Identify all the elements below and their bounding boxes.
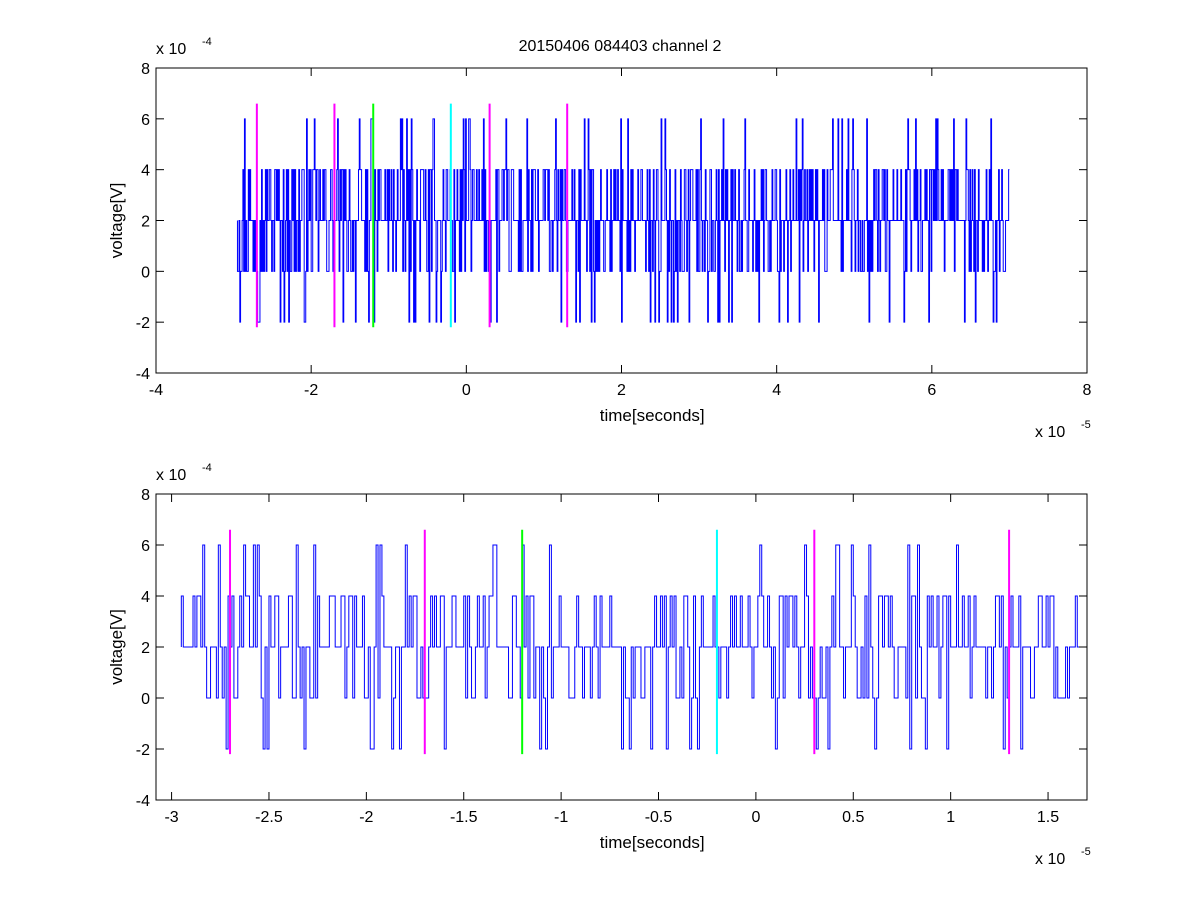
x-tick-label: -2 — [304, 382, 318, 399]
x-tick-label: -3 — [164, 809, 178, 826]
x-tick-label: -2.5 — [255, 809, 283, 826]
y-exponent-label: x 10 — [156, 467, 186, 484]
x-tick-label: -4 — [149, 382, 163, 399]
x-tick-label: -2 — [359, 809, 373, 826]
y-tick-label: 2 — [141, 214, 150, 231]
y-tick-label: 6 — [141, 112, 150, 129]
y-tick-label: 8 — [141, 487, 150, 504]
x-axis-label: time[seconds] — [600, 833, 705, 852]
y-axis-label: voltage[V] — [107, 183, 126, 259]
x-axis-label: time[seconds] — [600, 406, 705, 425]
y-exponent-value: -4 — [202, 36, 212, 48]
x-exponent-label: x 10 — [1035, 424, 1065, 441]
y-tick-label: -2 — [136, 315, 150, 332]
y-tick-label: 2 — [141, 640, 150, 657]
figure-title: 20150406 084403 channel 2 — [519, 38, 722, 55]
y-tick-label: 0 — [141, 691, 150, 708]
x-tick-label: -1 — [554, 809, 568, 826]
y-exponent-label: x 10 — [156, 41, 186, 58]
y-tick-label: 0 — [141, 264, 150, 281]
x-tick-label: 0.5 — [842, 809, 864, 826]
x-tick-label: 1.5 — [1037, 809, 1059, 826]
x-tick-label: 1 — [946, 809, 955, 826]
y-tick-label: -4 — [136, 366, 150, 383]
axes-full-record: -4 -2 0 2 4 6 8 -4 -2 0 2 4 6 8 time[seconds] voltage[V… — [107, 36, 1092, 441]
x-tick-label: 2 — [617, 382, 626, 399]
x-tick-label: -0.5 — [645, 809, 673, 826]
y-tick-label: 4 — [141, 589, 150, 606]
x-tick-label: 0 — [751, 809, 760, 826]
y-tick-label: 8 — [141, 61, 150, 78]
x-exponent-label: x 10 — [1035, 851, 1065, 868]
y-tick-label: 4 — [141, 163, 150, 180]
x-tick-label: 8 — [1083, 382, 1092, 399]
y-tick-label: -4 — [136, 793, 150, 810]
x-tick-label: 4 — [772, 382, 781, 399]
x-tick-label: 6 — [927, 382, 936, 399]
x-tick-label: 0 — [462, 382, 471, 399]
voltage-trace — [180, 544, 1087, 750]
y-axis-label: voltage[V] — [107, 609, 126, 685]
x-exponent-value: -5 — [1081, 419, 1091, 431]
voltage-trace — [236, 118, 1010, 323]
y-tick-label: -2 — [136, 742, 150, 759]
y-tick-label: 6 — [141, 538, 150, 555]
axes-zoomed-record: -3 -2.5 -2 -1.5 -1 -0.5 0 0.5 1 1.5 -4 -2 0 2 4 6 8 time[… — [107, 462, 1091, 868]
x-tick-label: -1.5 — [450, 809, 478, 826]
x-exponent-value: -5 — [1081, 846, 1091, 858]
y-exponent-value: -4 — [202, 462, 212, 474]
